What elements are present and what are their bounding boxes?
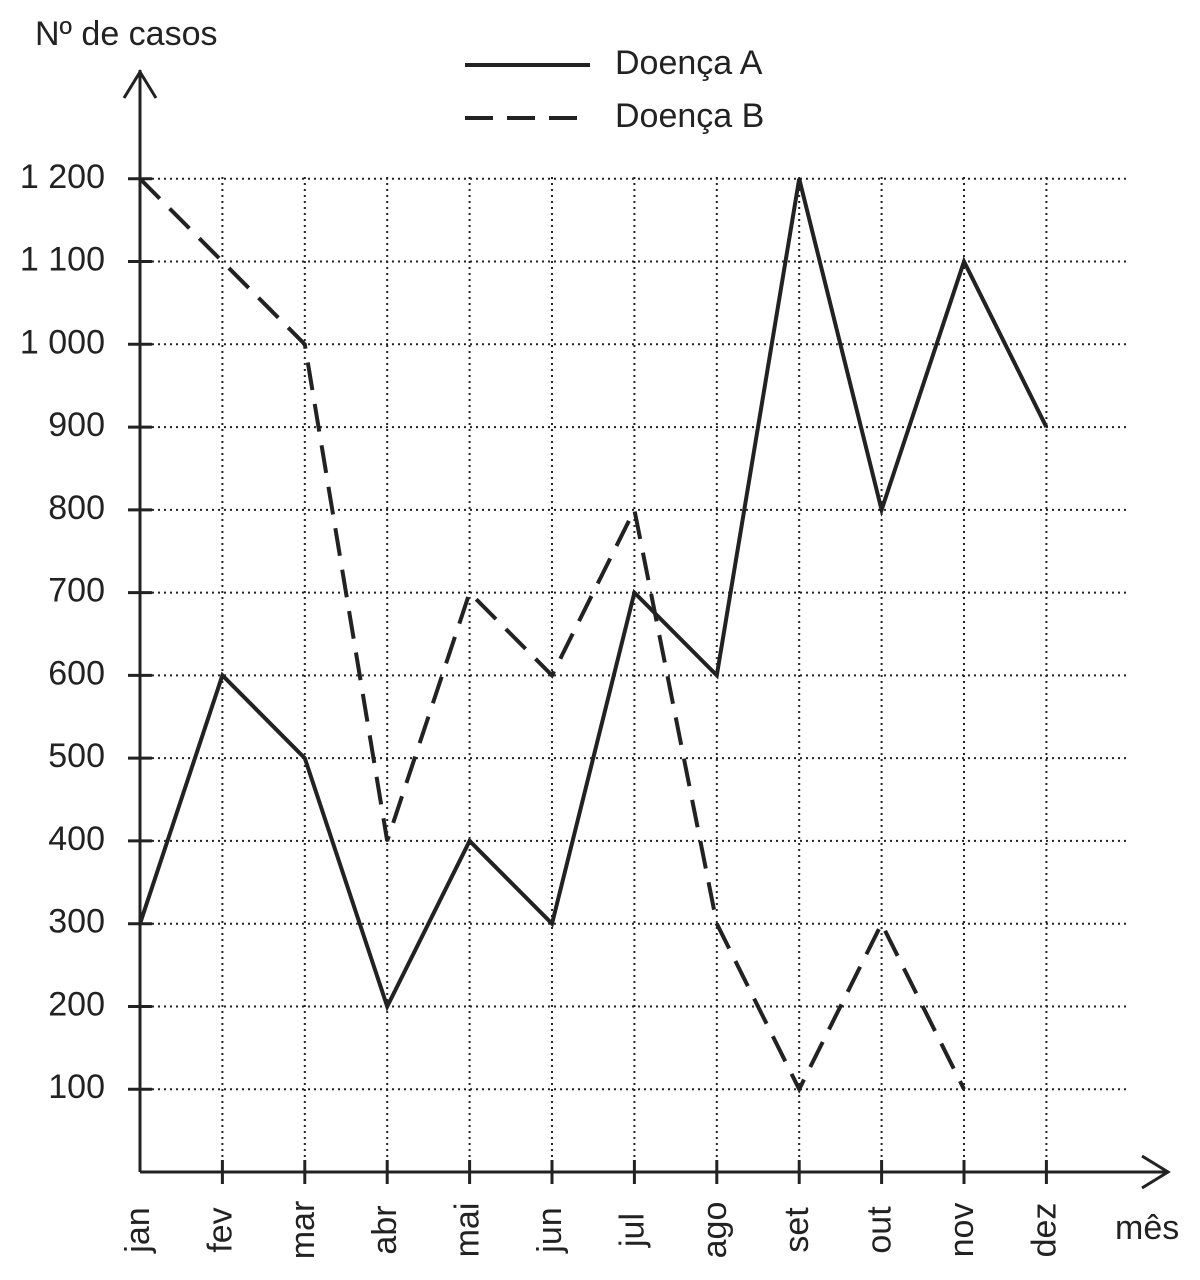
x-tick-label: set [778, 1207, 816, 1253]
series-line [138, 177, 966, 1094]
axes [122, 69, 1171, 1190]
y-tick-label: 1 000 [20, 323, 105, 361]
series-line [138, 178, 1049, 1012]
legend-label: Doença B [615, 97, 764, 135]
y-tick-label: 200 [48, 985, 105, 1023]
y-tick-label: 400 [48, 820, 105, 858]
x-tick-label: nov [943, 1203, 981, 1258]
x-tick-label: mai [449, 1203, 487, 1258]
x-tick-label: mar [284, 1201, 322, 1260]
x-tick-label: dez [1025, 1203, 1063, 1258]
y-tick-label: 700 [48, 572, 105, 610]
y-tick-label: 300 [48, 903, 105, 941]
x-tick-label: jan [119, 1207, 157, 1253]
x-tick-label: jul [613, 1213, 651, 1248]
y-tick-label: 800 [48, 489, 105, 527]
y-tick-label: 500 [48, 737, 105, 775]
y-axis-label: Nº de casos [35, 15, 218, 53]
y-tick-label: 600 [48, 654, 105, 692]
y-tick-label: 1 100 [20, 241, 105, 279]
x-tick-label: ago [696, 1202, 734, 1259]
x-tick-label: fev [201, 1207, 239, 1252]
y-tick-label: 900 [48, 406, 105, 444]
x-axis-label: mês [1115, 1209, 1179, 1247]
y-tick-label: 100 [48, 1068, 105, 1106]
x-tick-label: jun [531, 1207, 569, 1253]
legend-label: Doença A [615, 44, 763, 82]
x-tick-label: out [861, 1206, 899, 1254]
y-tick-label: 1 200 [20, 158, 105, 196]
x-tick-label: abr [366, 1205, 404, 1254]
